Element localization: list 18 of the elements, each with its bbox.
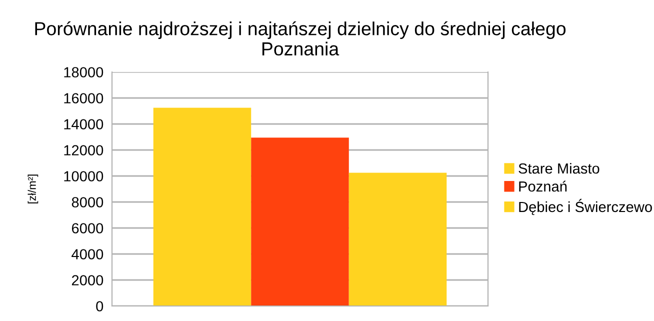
y-tick-label: 0: [96, 301, 104, 312]
y-axis-title: [zł/m²]: [28, 174, 38, 204]
y-tick-label: 2000: [72, 275, 104, 286]
chart-title: Porównanie najdroższej i najtańszej dzielnicy do średniej całego Poznania: [35, 21, 566, 56]
y-tick-label: 8000: [72, 197, 104, 208]
y-tick-label: 6000: [72, 223, 104, 234]
bar: [251, 138, 349, 306]
y-tick-label: 16000: [64, 93, 104, 104]
y-tick-label: 12000: [64, 145, 104, 156]
y-tick-label: 10000: [64, 171, 104, 182]
y-tick-label: 18000: [64, 67, 104, 78]
bar: [348, 172, 447, 306]
y-tick-label: 4000: [72, 249, 104, 260]
bar: [153, 108, 252, 306]
legend-label: Dębiec i Świerczewo: [519, 198, 652, 216]
legend-label: Poznań: [519, 180, 567, 192]
y-tick-label: 14000: [64, 119, 104, 130]
legend-label: Stare Miasto: [518, 162, 600, 174]
